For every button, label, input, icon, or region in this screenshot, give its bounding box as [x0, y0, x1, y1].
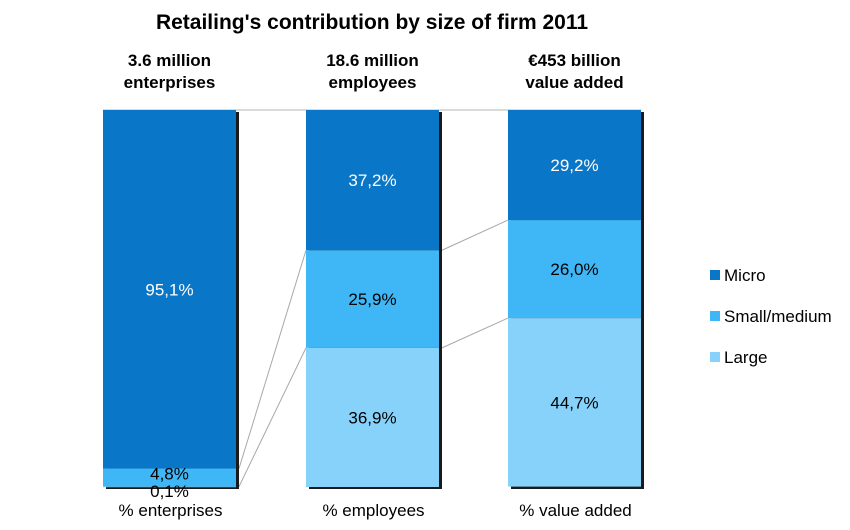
data-label-micro-value-added: 29,2% — [550, 156, 598, 175]
data-label-large-employees: 36,9% — [348, 408, 396, 427]
legend-label-large: Large — [724, 348, 767, 367]
data-label-small-medium-value-added: 26,0% — [550, 260, 598, 279]
column-header-2-line-1: 18.6 million — [326, 51, 419, 70]
connector-line — [238, 347, 307, 487]
data-label-micro-employees: 37,2% — [348, 171, 396, 190]
data-label-small-medium-employees: 25,9% — [348, 290, 396, 309]
data-label-small-medium-enterprises: 4,8% — [150, 465, 189, 484]
bar-segment-small-medium-enterprises — [103, 468, 236, 487]
chart-title: Retailing's contribution by size of firm… — [156, 11, 588, 34]
connector-line — [441, 219, 509, 251]
legend-label-micro: Micro — [724, 266, 766, 285]
legend: Micro Small/medium Large — [710, 266, 832, 367]
bar-segment-small-medium-employees — [306, 250, 439, 348]
column-header-1-line-2: enterprises — [124, 73, 216, 92]
data-label-micro-enterprises: 95,1% — [145, 280, 193, 299]
column-header-2-line-2: employees — [329, 73, 417, 92]
column-headers: 3.6 million enterprises 18.6 million employ… — [124, 51, 624, 92]
column-header-3-line-2: value added — [525, 73, 623, 92]
category-label-enterprises: % enterprises — [119, 501, 223, 520]
category-labels: % enterprises % employees % value added — [119, 501, 632, 520]
category-label-value-added: % value added — [519, 501, 631, 520]
legend-swatch-micro — [710, 270, 720, 280]
bar-segment-micro-employees — [306, 110, 439, 251]
legend-swatch-large — [710, 352, 720, 362]
legend-label-small-medium: Small/medium — [724, 307, 832, 326]
bar-segment-large-value-added — [508, 318, 641, 487]
column-header-3-line-1: €453 billion — [528, 51, 621, 70]
category-label-employees: % employees — [322, 501, 424, 520]
bar-segment-small-medium-value-added — [508, 220, 641, 319]
connector-line — [238, 250, 307, 469]
data-label-large-value-added: 44,7% — [550, 393, 598, 412]
data-label-large-enterprises: 0,1% — [150, 482, 189, 501]
bar-segment-micro-enterprises — [103, 110, 236, 469]
bars: 95,1% 4,8%0,1% 37,2% 25,9% 36,9% 29,2% 26,0% 44… — [103, 110, 644, 501]
legend-swatch-small-medium — [710, 311, 720, 321]
bar-segment-micro-value-added — [508, 110, 641, 221]
bar-segment-large-employees — [306, 347, 439, 487]
column-header-1-line-1: 3.6 million — [128, 51, 211, 70]
connector-line — [441, 317, 509, 349]
bar-segment-large-enterprises — [103, 486, 236, 488]
